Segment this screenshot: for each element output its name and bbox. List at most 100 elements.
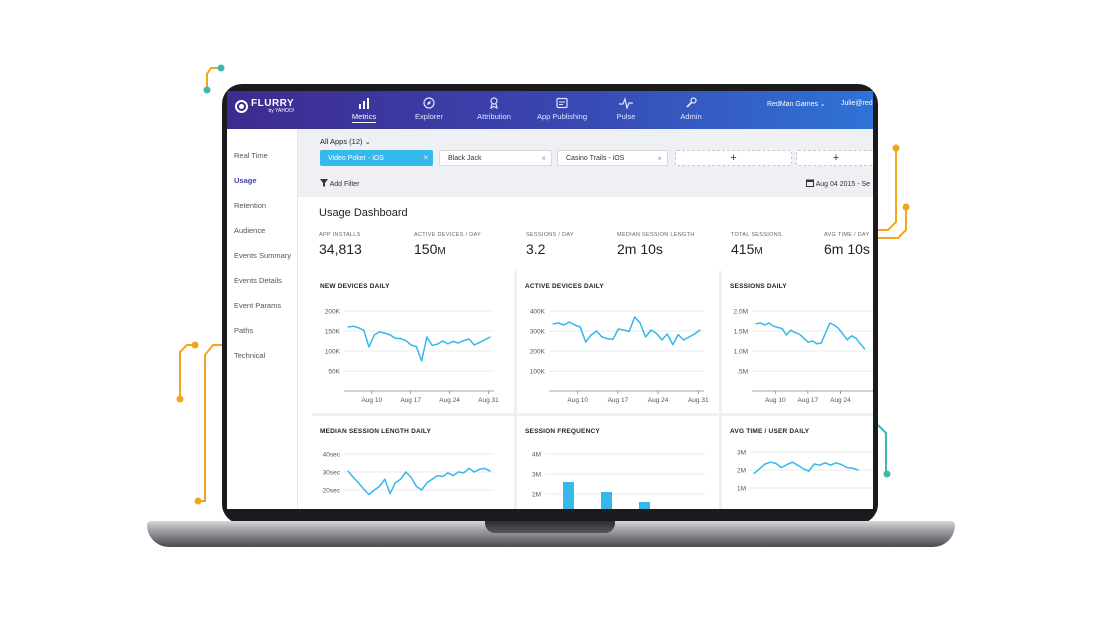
remove-app-icon[interactable]: × [541,154,546,163]
y-tick-label: 150K [325,329,341,336]
data-point [574,324,576,326]
data-point [764,463,766,465]
data-point [389,493,391,495]
data-point [463,472,465,474]
logo-subtext: by YAHOO! [268,108,295,114]
data-point [851,335,853,337]
data-point [677,334,679,336]
data-point [347,470,349,472]
y-tick-label: .5M [737,369,748,376]
data-point [468,467,470,469]
y-tick-label: 4M [532,452,541,459]
org-selector[interactable]: RedMan Games ⌄ [767,101,826,108]
data-point [452,340,454,342]
data-point [415,346,417,348]
sidebar-item-event-params[interactable]: Event Params [234,301,282,310]
y-tick-label: 2M [532,492,541,499]
nav-admin[interactable]: Admin [659,97,723,121]
sidebar: Real Time Usage Retention Audience Event… [227,129,298,509]
data-point [864,348,866,350]
x-tick-label: Aug 10 [765,397,786,404]
all-apps-dropdown[interactable]: All Apps (12) ⌄ [320,137,371,146]
data-point [859,343,861,345]
kpi-median-session-length: MEDIAN SESSION LENGTH 2m 10s [617,232,695,257]
remove-app-icon[interactable]: × [423,153,428,162]
chart-panel-session-frequency: SESSION FREQUENCY 4M 3M 2M [517,416,719,509]
laptop-screen: FLURRY by YAHOO! Metrics Explorer Attrib… [227,91,873,509]
data-point [410,476,412,478]
data-point [837,328,840,330]
y-tick-label: 300K [530,329,546,336]
data-point [421,489,423,491]
kpi-active-devices: ACTIVE DEVICES / DAY 150M [414,232,482,257]
data-point [579,326,581,328]
data-point [473,471,475,473]
sidebar-item-paths[interactable]: Paths [234,326,254,335]
flurry-logo[interactable]: FLURRY by YAHOO! [235,99,294,114]
y-tick-label: 100K [325,349,341,356]
data-point [683,339,685,341]
data-point [634,316,636,318]
data-point [563,324,565,326]
y-tick-label: 3M [532,472,541,479]
sidebar-item-technical[interactable]: Technical [234,351,266,360]
y-tick-label: 50K [328,369,340,376]
data-point [791,461,793,463]
x-tick-label: Aug 31 [688,397,709,404]
data-point [442,340,444,342]
y-tick-label: 40sec [323,452,341,459]
nav-pulse[interactable]: Pulse [594,97,658,121]
data-point [426,336,428,338]
data-point [655,332,658,334]
sidebar-item-events-details[interactable]: Events Details [234,276,282,285]
flurry-logo-icon [235,100,248,113]
date-range-picker[interactable]: Aug 04 2015 - Se [806,179,870,188]
sidebar-item-audience[interactable]: Audience [234,226,266,235]
sidebar-item-real-time[interactable]: Real Time [234,151,268,160]
nav-explorer[interactable]: Explorer [397,97,461,121]
nav-metrics[interactable]: Metrics [332,97,396,123]
data-point [436,475,439,477]
kpi-sessions-per-day: SESSIONS / DAY 3.2 [526,232,574,257]
add-app-slot[interactable]: + [675,150,792,166]
data-point [489,470,491,472]
sidebar-item-events-summary[interactable]: Events Summary [234,251,292,260]
data-point [347,326,349,328]
data-point [431,344,433,346]
user-menu[interactable]: Julie@red [841,100,873,107]
data-point [606,338,609,340]
data-point [829,322,831,324]
data-point [666,333,668,335]
usage-dashboard: Usage Dashboard APP INSTALLS 34,813 ACTI… [298,197,873,509]
nav-attribution[interactable]: Attribution [462,97,526,121]
app-chip-video-poker[interactable]: Video Poker - iOS × [320,150,433,166]
app-chip-black-jack[interactable]: Black Jack × [439,150,552,166]
data-point [785,334,788,336]
app-chip-casino-trails[interactable]: Casino Trails - iOS × [557,150,668,166]
avg-time-chart: 3M 2M 1M [737,450,873,493]
data-point [819,464,821,466]
data-point [473,344,475,346]
add-app-slot[interactable]: + [796,150,873,166]
series-line [755,322,866,350]
data-point [585,341,587,343]
chart-panel-median-session: MEDIAN SESSION LENGTH DAILY 40sec 30sec 20… [312,416,514,509]
new-devices-chart: 200K 150K 100K 50K Aug 10 Aug 17 Aug 24 Aug 31 [325,309,499,405]
data-point [590,334,592,336]
data-point [775,462,777,464]
add-filter-button[interactable]: Add Filter [320,179,360,188]
data-point [781,328,783,330]
y-tick-label: 200K [325,309,341,316]
y-tick-label: 400K [530,309,546,316]
data-point [399,478,402,480]
data-point [857,469,859,471]
data-point [468,338,470,340]
remove-app-icon[interactable]: × [657,154,662,163]
data-point [394,482,396,484]
chart-panel-avg-time: AVG TIME / USER DAILY 3M 2M 1M [722,416,873,509]
sidebar-item-usage[interactable]: Usage [234,176,257,185]
sidebar-item-retention[interactable]: Retention [234,201,267,210]
data-point [672,344,674,346]
nav-app-publishing[interactable]: App Publishing [530,97,594,121]
data-point [807,341,809,343]
